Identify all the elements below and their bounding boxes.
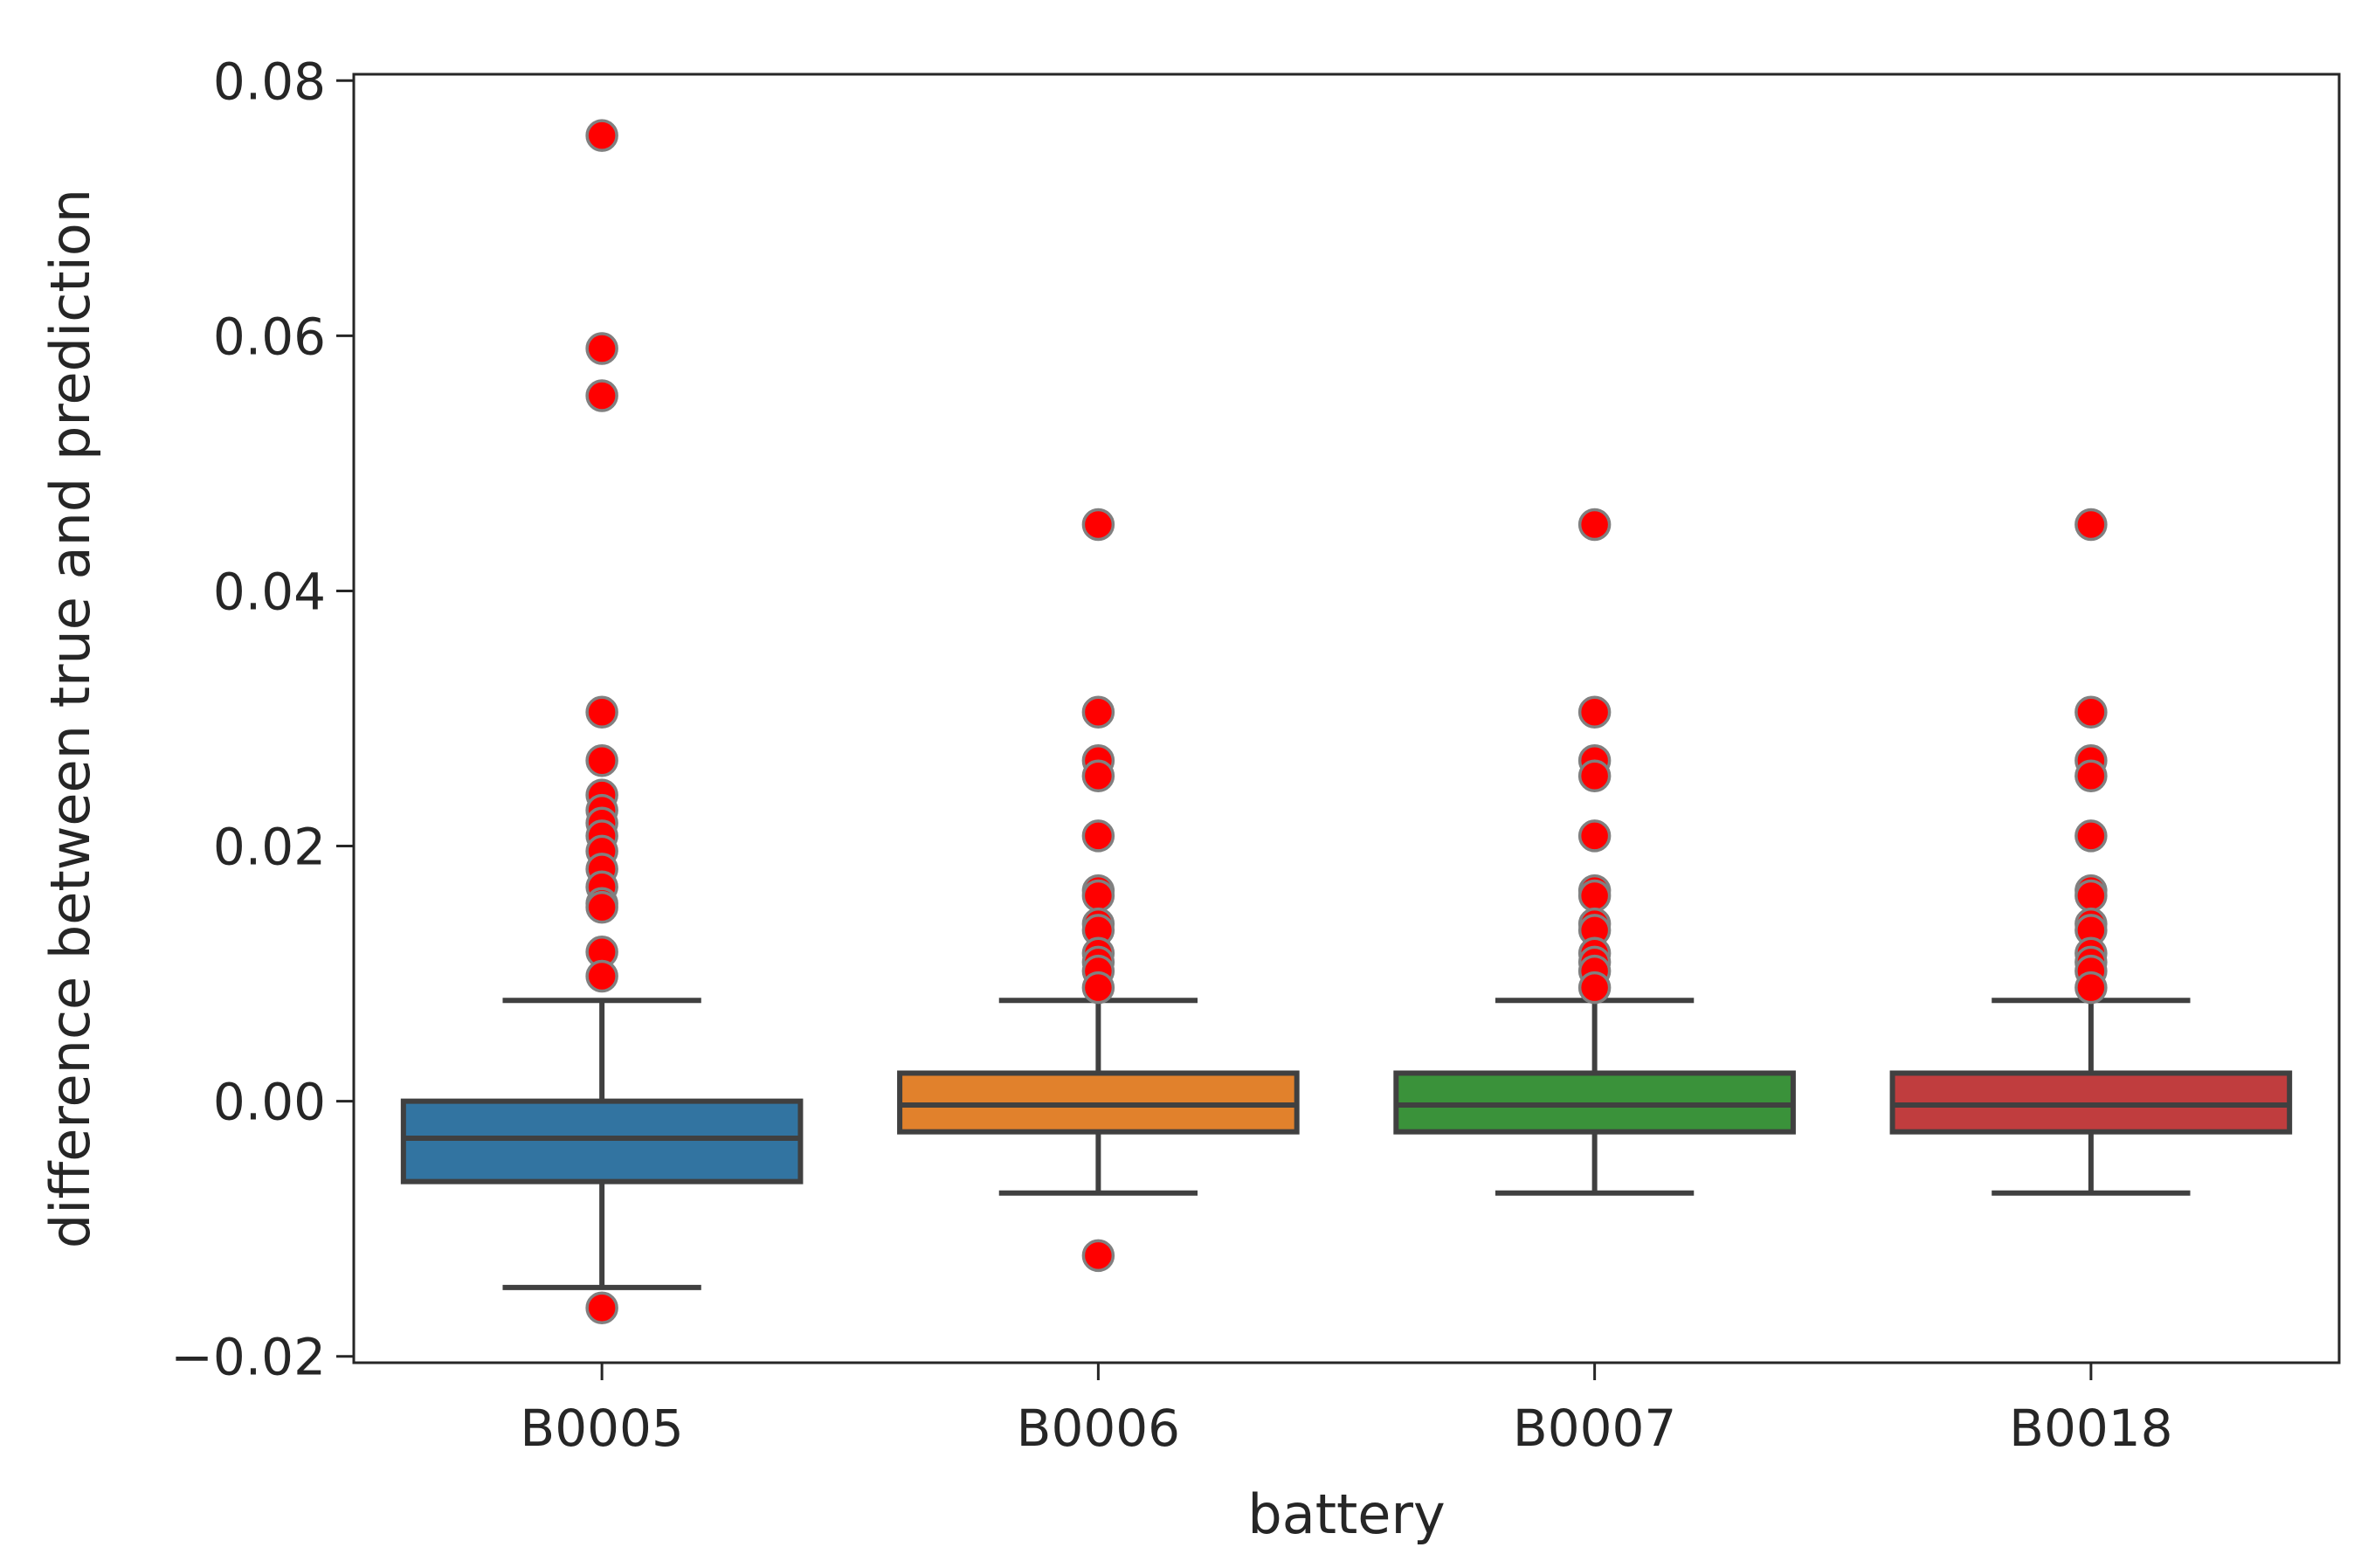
y-tick-label: 0.04 [213, 562, 326, 621]
x-tick-label: B0005 [520, 1399, 683, 1458]
outlier-point [1081, 819, 1115, 853]
outlier-point [585, 743, 618, 777]
outlier-point [1081, 971, 1115, 1005]
outlier-point [2074, 759, 2108, 792]
outlier-point [2074, 508, 2108, 542]
axes-layer: −0.02 0.00 0.02 0.04 0.06 0.08 B0005 B0006 B0007… [170, 52, 2172, 1458]
outlier-point [585, 695, 618, 729]
box-group-b0005 [400, 119, 804, 1324]
outlier-point [585, 379, 618, 412]
y-tick-label: 0.02 [213, 818, 326, 877]
outlier-point [1081, 759, 1115, 792]
box-iqr [400, 1098, 804, 1185]
outlier-point [585, 959, 618, 993]
outlier-point [1577, 759, 1612, 792]
x-tick-label: B0007 [1513, 1399, 1676, 1458]
outlier-point [585, 119, 618, 152]
x-axis-label: battery [1247, 1482, 1445, 1546]
outlier-point [1081, 1239, 1115, 1273]
box-group-b0007 [1393, 508, 1796, 1196]
outlier-point [585, 332, 618, 365]
boxes-layer [400, 119, 2293, 1324]
y-tick-label: 0.00 [213, 1073, 326, 1132]
outlier-point [1577, 508, 1612, 542]
outlier-point [2074, 971, 2108, 1005]
y-tick-label: −0.02 [170, 1328, 326, 1387]
box-group-b0018 [1889, 508, 2293, 1196]
outlier-point [585, 890, 618, 924]
box-group-b0006 [897, 508, 1300, 1273]
plot-area-frame [352, 73, 2341, 1364]
outlier-point [1577, 879, 1612, 913]
x-tick-label: B0018 [2009, 1399, 2172, 1458]
outlier-point [2074, 819, 2108, 853]
y-tick-label: 0.06 [213, 307, 326, 366]
outlier-point [1081, 879, 1115, 913]
y-axis-label: difference between true and prediction [38, 189, 102, 1248]
y-tick-label: 0.08 [213, 52, 326, 111]
outlier-point [585, 1291, 618, 1324]
outlier-point [1577, 971, 1612, 1005]
outlier-point [2074, 695, 2108, 729]
outlier-point [1081, 695, 1115, 729]
outlier-point [1081, 508, 1115, 542]
outlier-point [2074, 879, 2108, 913]
outlier-point [1577, 695, 1612, 729]
outlier-point [1577, 819, 1612, 853]
x-tick-label: B0006 [1017, 1399, 1180, 1458]
